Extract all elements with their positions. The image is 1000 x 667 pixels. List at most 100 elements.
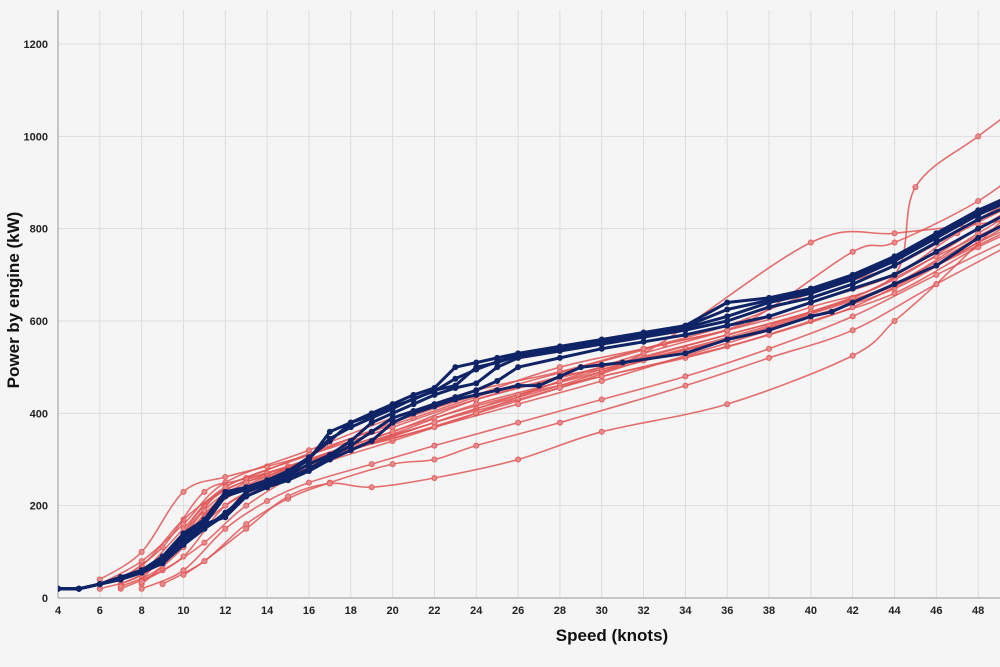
red-data-point xyxy=(598,378,605,385)
red-data-point xyxy=(556,419,563,426)
red-series-16 xyxy=(138,228,1000,585)
navy-data-point xyxy=(577,364,584,371)
navy-series-line xyxy=(58,224,1000,591)
navy-data-point xyxy=(347,447,354,454)
navy-data-point xyxy=(243,485,250,492)
navy-data-point xyxy=(368,438,375,445)
x-tick-label: 46 xyxy=(930,605,942,617)
x-tick-label: 34 xyxy=(679,605,692,617)
x-tick-label: 18 xyxy=(345,605,357,617)
navy-data-point xyxy=(347,424,354,431)
red-data-point xyxy=(389,428,396,435)
navy-data-point xyxy=(368,428,375,435)
navy-data-point xyxy=(891,271,898,278)
red-data-point xyxy=(222,525,229,532)
red-series-10 xyxy=(96,205,1000,588)
navy-series-6 xyxy=(58,201,1000,592)
navy-data-point xyxy=(410,401,417,408)
x-tick-label: 36 xyxy=(721,605,733,617)
navy-data-point xyxy=(222,509,229,516)
x-tick-label: 12 xyxy=(219,605,231,617)
navy-data-point xyxy=(347,419,354,426)
navy-data-point xyxy=(473,387,480,394)
navy-data-point xyxy=(201,525,208,532)
navy-data-point xyxy=(849,285,856,292)
navy-data-point xyxy=(619,359,626,366)
red-data-point xyxy=(766,354,773,361)
x-tick-label: 22 xyxy=(428,605,440,617)
navy-data-point xyxy=(452,396,459,403)
navy-data-point xyxy=(452,384,459,391)
red-series-15 xyxy=(117,219,1000,590)
navy-data-point xyxy=(515,382,522,389)
navy-data-point xyxy=(494,364,501,371)
red-data-point xyxy=(933,281,940,288)
red-series-group xyxy=(96,118,1000,592)
red-data-point xyxy=(180,553,187,560)
x-tick-label: 32 xyxy=(637,605,649,617)
red-series-line xyxy=(141,224,1000,585)
navy-data-point xyxy=(682,350,689,357)
navy-data-point xyxy=(891,255,898,262)
red-data-point xyxy=(243,525,250,532)
y-tick-label: 1200 xyxy=(24,39,48,51)
x-tick-label: 4 xyxy=(55,605,62,617)
navy-data-point xyxy=(975,225,982,232)
x-axis-title: Speed (knots) xyxy=(556,626,668,645)
red-data-point xyxy=(975,197,982,204)
x-tick-label: 20 xyxy=(386,605,398,617)
red-data-point xyxy=(138,585,145,592)
x-tick-label: 8 xyxy=(139,605,145,617)
navy-data-point xyxy=(389,414,396,421)
navy-data-point xyxy=(264,478,271,485)
axes xyxy=(57,10,1000,599)
y-axis-title: Power by engine (kW) xyxy=(4,212,23,389)
y-tick-label: 400 xyxy=(30,408,48,420)
navy-data-point xyxy=(933,248,940,255)
red-data-point xyxy=(933,271,940,278)
navy-data-point xyxy=(326,428,333,435)
navy-data-point xyxy=(807,299,814,306)
red-data-point xyxy=(159,544,166,551)
red-series-line xyxy=(141,228,1000,583)
red-data-point xyxy=(849,327,856,334)
red-data-point xyxy=(368,461,375,468)
x-tick-label: 24 xyxy=(470,605,483,617)
navy-data-point xyxy=(724,313,731,320)
navy-data-point xyxy=(849,274,856,281)
red-data-point xyxy=(849,313,856,320)
red-data-point xyxy=(912,184,919,191)
navy-data-point xyxy=(849,299,856,306)
navy-data-point xyxy=(828,308,835,315)
navy-data-point xyxy=(75,585,82,592)
navy-data-point xyxy=(96,581,103,588)
navy-data-point xyxy=(807,287,814,294)
navy-data-point xyxy=(285,477,292,484)
navy-data-point xyxy=(494,358,501,365)
x-tick-label: 28 xyxy=(554,605,566,617)
navy-data-point xyxy=(975,216,982,223)
navy-data-point xyxy=(598,338,605,345)
red-data-point xyxy=(222,474,229,481)
x-tick-label: 16 xyxy=(303,605,315,617)
navy-data-point xyxy=(180,532,187,539)
red-data-point xyxy=(556,364,563,371)
red-data-point xyxy=(849,248,856,255)
red-series-7 xyxy=(138,242,1000,592)
y-tick-label: 600 xyxy=(30,316,48,328)
red-series-1 xyxy=(96,226,1000,583)
navy-data-point xyxy=(682,331,689,338)
red-data-point xyxy=(201,488,208,495)
red-data-point xyxy=(201,507,208,514)
red-data-point xyxy=(138,548,145,555)
red-series-5 xyxy=(138,224,1000,588)
x-tick-label: 40 xyxy=(805,605,817,617)
y-tick-label: 1000 xyxy=(24,131,48,143)
red-data-point xyxy=(431,474,438,481)
navy-data-point xyxy=(556,344,563,351)
navy-data-point xyxy=(724,306,731,313)
red-data-point xyxy=(431,442,438,449)
navy-data-point xyxy=(58,585,61,592)
